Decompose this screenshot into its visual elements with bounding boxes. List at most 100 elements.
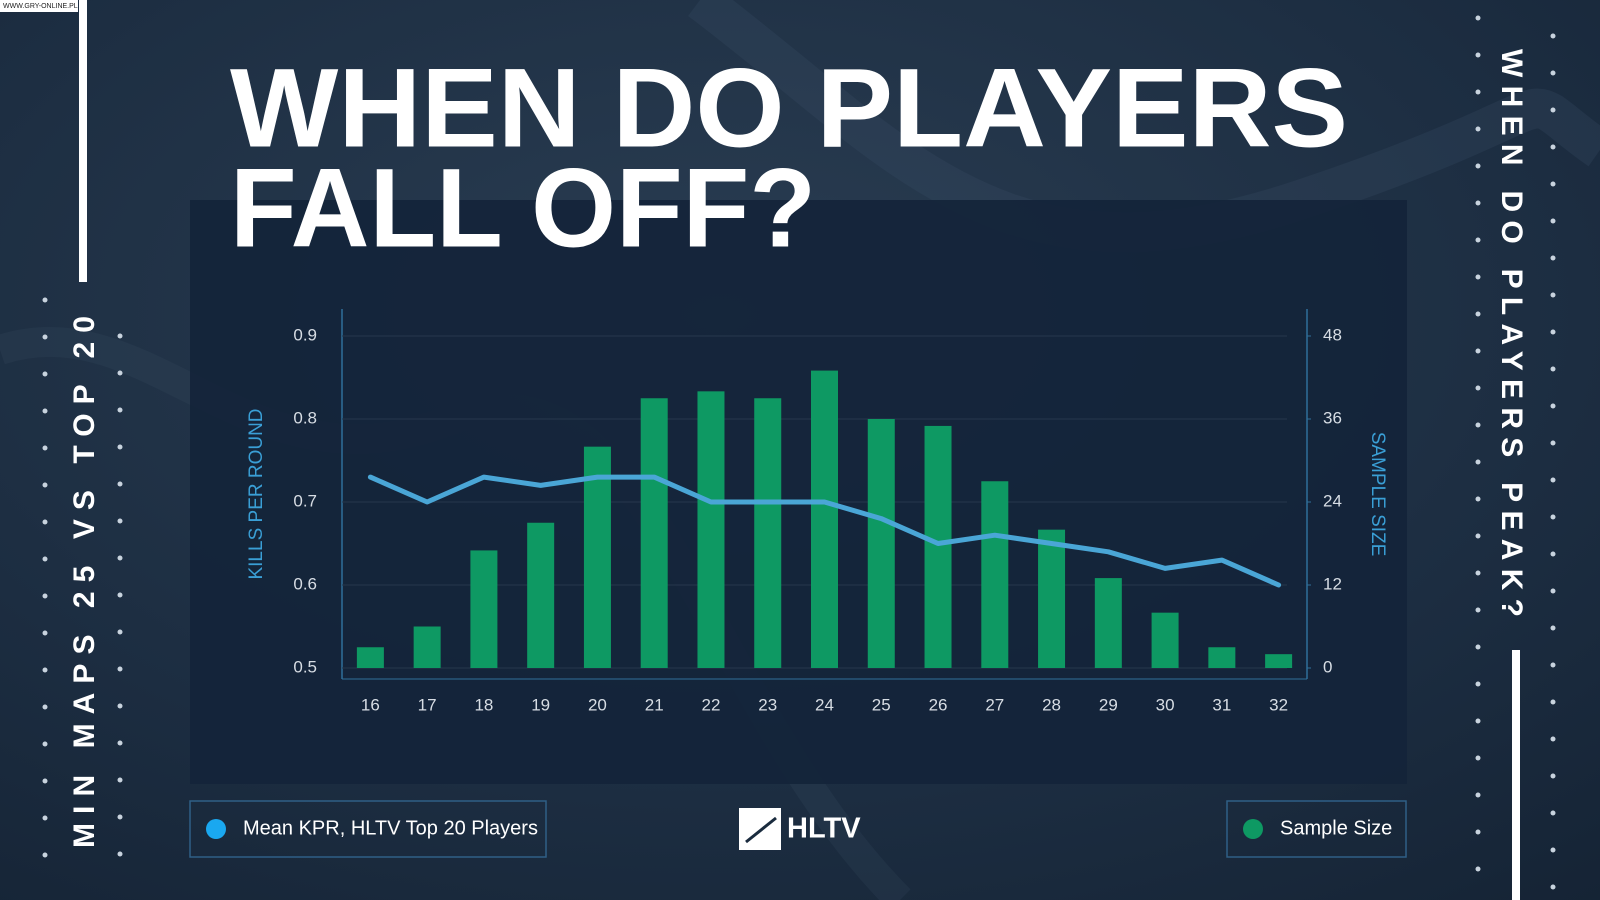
decor-dot xyxy=(1550,70,1556,76)
decor-dot xyxy=(1475,570,1481,576)
title-line: WHEN DO PLAYERS xyxy=(230,46,1348,171)
decor-dot xyxy=(117,666,123,672)
decor-dot xyxy=(1550,144,1556,150)
decor-dot xyxy=(1475,200,1481,206)
watermark: WWW.GRY-ONLINE.PL xyxy=(3,3,78,10)
x-tick-label: 29 xyxy=(1099,695,1118,714)
decor-dot xyxy=(42,408,48,414)
x-tick-label: 30 xyxy=(1156,695,1175,714)
decor-dot xyxy=(117,518,123,524)
decor-dot xyxy=(42,815,48,821)
decor-dot xyxy=(1550,33,1556,39)
x-tick-label: 19 xyxy=(531,695,550,714)
x-tick-label: 32 xyxy=(1269,695,1288,714)
bar xyxy=(1151,612,1179,668)
y-axis-title: KILLS PER ROUND xyxy=(246,408,267,579)
decor-dot xyxy=(1475,311,1481,317)
x-tick-label: 22 xyxy=(702,695,721,714)
decor-dot xyxy=(1475,126,1481,132)
decor-dot xyxy=(1550,477,1556,483)
decor-dot xyxy=(1475,89,1481,95)
decor-dot xyxy=(1550,551,1556,557)
watermark-bg xyxy=(0,0,78,12)
decor-dot xyxy=(117,592,123,598)
side-bar xyxy=(1512,650,1520,900)
x-tick-label: 21 xyxy=(645,695,664,714)
decor-dot xyxy=(42,297,48,303)
x-tick-label: 24 xyxy=(815,695,834,714)
decor-dot xyxy=(42,852,48,858)
legend-swatch xyxy=(206,819,226,839)
decor-dot xyxy=(1550,884,1556,890)
decor-dot xyxy=(1550,329,1556,335)
decor-dot xyxy=(1550,181,1556,187)
bar xyxy=(981,481,1009,668)
decor-dot xyxy=(117,777,123,783)
bar xyxy=(527,522,555,668)
decor-dot xyxy=(1550,773,1556,779)
decor-dot xyxy=(117,370,123,376)
decor-dot xyxy=(1475,348,1481,354)
x-tick-label: 18 xyxy=(474,695,493,714)
decor-dot xyxy=(1475,607,1481,613)
bar xyxy=(697,391,725,668)
bar xyxy=(583,446,611,668)
side-caption: MIN MAPS 25 VS TOP 20 xyxy=(68,316,101,848)
legend-item: Mean KPR, HLTV Top 20 Players xyxy=(189,800,547,858)
logo-stroke xyxy=(745,816,777,844)
bar xyxy=(1265,654,1293,668)
bar xyxy=(640,398,668,668)
decor-dot xyxy=(117,851,123,857)
y-tick-label: 0.9 xyxy=(293,325,317,344)
decor-dot xyxy=(1475,422,1481,428)
bar xyxy=(1208,647,1236,668)
bar xyxy=(1038,529,1066,668)
y-tick-label: 0.8 xyxy=(293,408,317,427)
decor-dot xyxy=(1475,829,1481,835)
x-tick-label: 20 xyxy=(588,695,607,714)
decor-dot xyxy=(1475,163,1481,169)
bar xyxy=(811,370,838,668)
bar xyxy=(754,398,782,668)
decor-dot xyxy=(117,333,123,339)
decor-dot xyxy=(1550,847,1556,853)
decor-dot xyxy=(117,481,123,487)
decor-dot xyxy=(1475,866,1481,872)
bar xyxy=(867,419,895,668)
decor-dot xyxy=(1550,440,1556,446)
y2-tick-label: 36 xyxy=(1323,408,1342,427)
x-tick-label: 17 xyxy=(418,695,437,714)
decor-dot xyxy=(1550,366,1556,372)
decor-dot xyxy=(1475,237,1481,243)
decor-dot xyxy=(1475,15,1481,21)
chart-panel xyxy=(190,200,1407,784)
decor-dot xyxy=(117,814,123,820)
decor-dot xyxy=(1550,292,1556,298)
x-tick-label: 28 xyxy=(1042,695,1061,714)
x-tick-label: 25 xyxy=(872,695,891,714)
decor-dot xyxy=(1475,459,1481,465)
y2-tick-label: 48 xyxy=(1323,325,1342,344)
decor-dot xyxy=(42,482,48,488)
x-tick-label: 23 xyxy=(758,695,777,714)
decor-dot xyxy=(42,630,48,636)
decor-dot xyxy=(1550,588,1556,594)
y-tick-label: 0.5 xyxy=(293,657,317,676)
decor-dot xyxy=(117,444,123,450)
x-tick-label: 31 xyxy=(1212,695,1231,714)
decor-dot xyxy=(1550,255,1556,261)
y-tick-label: 0.6 xyxy=(293,574,317,593)
y2-tick-label: 24 xyxy=(1323,491,1342,510)
decor-dot xyxy=(1475,533,1481,539)
decor-dot xyxy=(1475,52,1481,58)
x-tick-label: 27 xyxy=(985,695,1004,714)
title-line: FALL OFF? xyxy=(230,146,816,271)
decor-dot xyxy=(1475,792,1481,798)
decor-dot xyxy=(42,741,48,747)
legend-box xyxy=(189,800,547,858)
decor-dot xyxy=(1475,681,1481,687)
bar xyxy=(470,550,498,668)
y-tick-label: 0.7 xyxy=(293,491,317,510)
decor-dot xyxy=(1475,644,1481,650)
